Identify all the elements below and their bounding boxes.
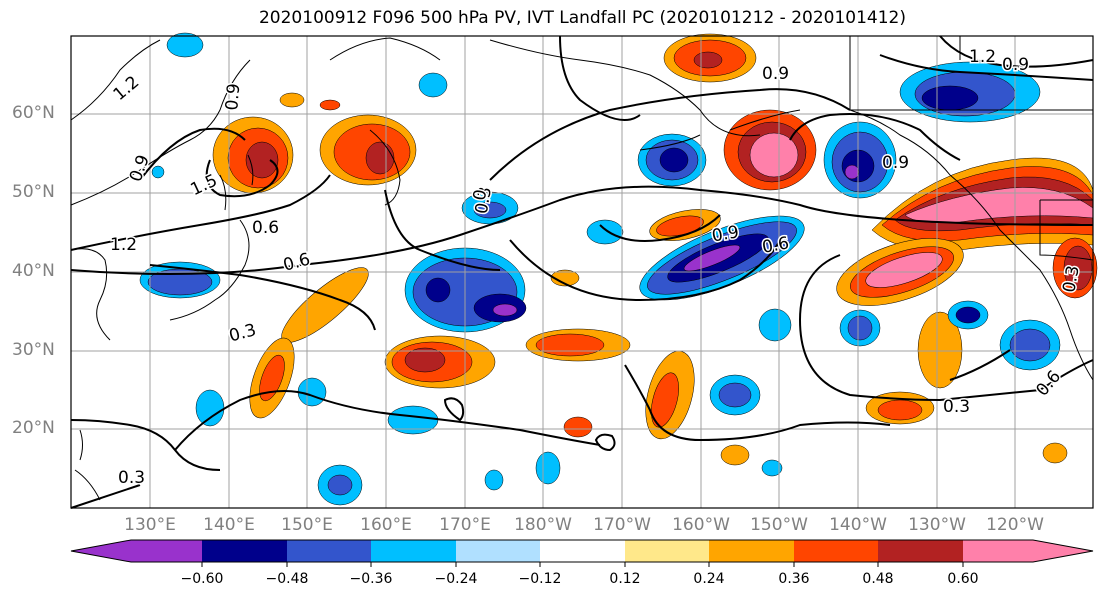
contour-label: 0.9 — [1002, 55, 1029, 75]
shade-blob — [535, 451, 561, 485]
contour-label: 0 — [470, 188, 492, 202]
lon-label: 140°E — [203, 515, 255, 535]
colorbar-segment — [963, 540, 1093, 562]
colorbar-tick: −0.24 — [434, 571, 478, 587]
colorbar-segment — [709, 540, 794, 562]
colorbar-tick: −0.36 — [349, 571, 393, 587]
pv-contours — [70, 35, 1094, 509]
colorbar-segment — [625, 540, 709, 562]
lon-label: 180°W — [514, 515, 572, 535]
shade-blob — [659, 147, 689, 173]
shading-layer — [139, 32, 1098, 506]
shade-blob — [718, 382, 752, 408]
shade-blob — [720, 444, 750, 466]
lon-label: 130°E — [124, 515, 176, 535]
lon-label: 130°W — [908, 515, 966, 535]
shade-blob — [563, 416, 593, 438]
colorbar-segment — [202, 540, 287, 562]
shade-blob — [166, 32, 204, 58]
colorbar-segment — [794, 540, 878, 562]
shade-blob — [877, 399, 923, 421]
colorbar-segment — [287, 540, 371, 562]
colorbar-segment — [371, 540, 456, 562]
lat-label: 50°N — [12, 182, 55, 202]
lon-label: 140°W — [829, 515, 887, 535]
contour-label: 0.3 — [943, 397, 970, 417]
contour-label: 0.9 — [710, 222, 740, 246]
colorbar-tick: −0.60 — [180, 571, 224, 587]
shade-blob — [844, 164, 860, 180]
colorbar-segment — [456, 540, 540, 562]
shade-blob — [761, 459, 783, 477]
shade-blob — [279, 92, 305, 108]
shade-blob — [473, 201, 507, 219]
colorbar-tick: 0.12 — [609, 571, 641, 587]
colorbar-tick: 0.60 — [947, 571, 979, 587]
shade-blob — [259, 354, 285, 402]
shade-blob — [319, 99, 341, 111]
shade-blob — [1009, 328, 1051, 362]
colorbar-tick: 0.48 — [862, 571, 894, 587]
lat-label: 40°N — [12, 261, 55, 281]
lon-label: 170°W — [593, 515, 651, 535]
shade-blob — [418, 72, 448, 98]
shade-blob — [195, 389, 225, 427]
contour-label: 0.6 — [252, 218, 279, 238]
colorbar-segment — [71, 540, 202, 562]
colorbar-tick: 0.36 — [778, 571, 810, 587]
shade-blob — [749, 132, 799, 178]
shade-blob — [425, 277, 451, 303]
colorbar-segment — [878, 540, 963, 562]
shade-blob — [535, 333, 605, 357]
coastlines — [70, 36, 1094, 501]
contour-label: 0.3 — [118, 468, 145, 488]
shade-blob — [865, 252, 943, 288]
shade-blob — [921, 85, 979, 111]
shade-blob — [1042, 442, 1068, 464]
shade-blob — [365, 141, 395, 175]
shade-blob — [693, 51, 723, 69]
shade-blob — [550, 269, 580, 287]
shade-blob — [151, 165, 165, 179]
lon-label: 160°W — [672, 515, 730, 535]
shade-blob — [586, 219, 624, 245]
lat-label: 30°N — [12, 340, 55, 360]
lat-label: 60°N — [12, 103, 55, 123]
map-frame — [70, 35, 1094, 509]
contour-label: 0.9 — [882, 153, 909, 173]
lon-label: 150°E — [281, 515, 333, 535]
shade-blob — [847, 315, 873, 341]
lon-label: 160°E — [360, 515, 412, 535]
colorbar-tick: 0.24 — [693, 571, 725, 587]
lat-label: 20°N — [12, 418, 55, 438]
shade-blob — [484, 469, 504, 491]
lon-label: 120°W — [986, 515, 1044, 535]
shade-blob — [651, 372, 679, 428]
shade-blob — [758, 308, 792, 342]
contour-label: 1.2 — [110, 235, 137, 255]
colorbar — [70, 539, 1094, 567]
shade-blob — [245, 141, 279, 179]
colorbar-tick: −0.48 — [265, 571, 309, 587]
shade-blob — [917, 311, 963, 389]
shade-blob — [404, 347, 446, 373]
shade-blob — [683, 244, 741, 272]
lon-label: 170°E — [439, 515, 491, 535]
shade-blob — [387, 405, 439, 435]
shade-blob — [327, 474, 353, 496]
shade-blob — [955, 306, 981, 324]
contour-label: 0.9 — [762, 64, 789, 84]
contour-label: 0.9 — [222, 83, 244, 112]
lon-label: 150°W — [750, 515, 808, 535]
contour-label: 1.2 — [969, 47, 996, 67]
colorbar-tick: −0.12 — [518, 571, 562, 587]
shade-blob — [492, 303, 518, 317]
colorbar-segment — [540, 540, 625, 562]
colorbar-outline — [70, 539, 1094, 563]
chart-title: 2020100912 F096 500 hPa PV, IVT Landfall… — [258, 8, 906, 28]
